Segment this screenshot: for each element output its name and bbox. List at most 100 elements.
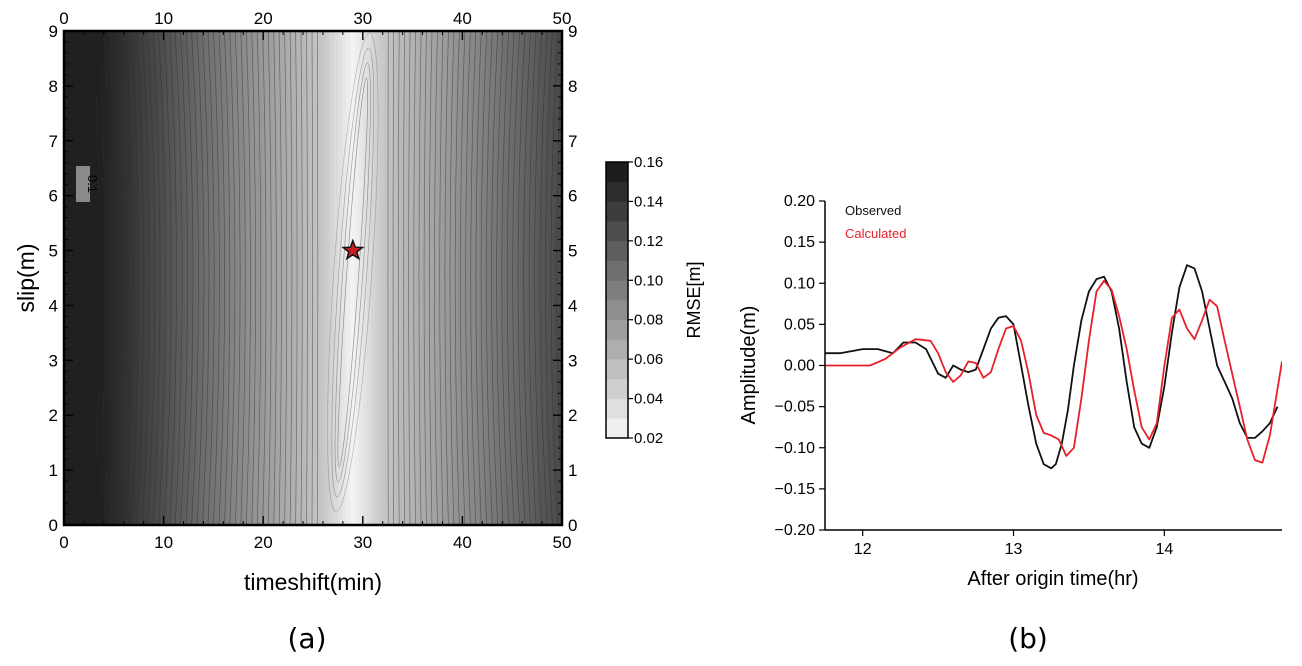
contour-line bbox=[169, 31, 177, 525]
y-tick-label: 3 bbox=[49, 351, 58, 370]
heatmap-cell bbox=[192, 31, 198, 525]
colorbar-band bbox=[606, 418, 628, 439]
heatmap-cell bbox=[333, 31, 339, 525]
y-tick-label-b: 0.20 bbox=[784, 193, 815, 210]
heatmap-cell bbox=[371, 31, 376, 525]
heatmap-cell bbox=[350, 31, 356, 525]
heatmap-cell bbox=[238, 31, 244, 525]
contour-line bbox=[92, 31, 101, 525]
contour-line bbox=[501, 31, 510, 525]
contour-line bbox=[284, 31, 288, 525]
contour-line bbox=[163, 31, 172, 525]
heatmap-cell bbox=[313, 31, 318, 525]
y-tick-label: 6 bbox=[49, 187, 58, 206]
contour-label-group: 0.1 bbox=[76, 166, 100, 202]
contour-line bbox=[327, 32, 379, 513]
y-tick-label-b: −0.15 bbox=[775, 481, 816, 498]
contour-line bbox=[428, 31, 433, 525]
x-tick-label-top: 20 bbox=[254, 9, 273, 28]
colorbar-band bbox=[606, 162, 628, 183]
heatmap-cell bbox=[64, 31, 69, 525]
heatmap-cell bbox=[184, 31, 190, 525]
heatmap-cell bbox=[516, 31, 522, 525]
y-tick-label-right: 2 bbox=[568, 406, 577, 425]
x-tick-label-top: 10 bbox=[154, 9, 173, 28]
heatmap-cell bbox=[524, 31, 530, 525]
y-tick-label: 5 bbox=[49, 242, 58, 261]
heatmap-cell bbox=[176, 31, 181, 525]
contour-line bbox=[103, 31, 112, 525]
heatmap-cell bbox=[109, 31, 115, 525]
contour-line bbox=[444, 31, 449, 525]
heatmap-cell bbox=[321, 31, 327, 525]
heatmap-cell bbox=[308, 31, 314, 525]
x-tick-label: 10 bbox=[154, 533, 173, 552]
contour-line bbox=[202, 31, 210, 525]
heatmap-cell bbox=[317, 31, 322, 525]
contour-line bbox=[207, 31, 215, 525]
legend-observed: Observed bbox=[845, 203, 901, 218]
colorbar-tick-label: 0.08 bbox=[634, 312, 663, 329]
colorbar-tick-label: 0.12 bbox=[634, 233, 663, 250]
y-tick-label-right: 5 bbox=[568, 242, 577, 261]
colorbar-band bbox=[606, 359, 628, 380]
contour-line bbox=[413, 31, 416, 525]
heatmap-cell bbox=[93, 31, 98, 525]
heatmap-cell bbox=[163, 31, 169, 525]
colorbar-ticks: 0.02 0.04 0.06 0.08 0.10 0.12 0.14 0.16 bbox=[628, 154, 663, 447]
contour-line bbox=[273, 31, 277, 525]
heatmap-cell bbox=[159, 31, 165, 525]
heatmap-cell bbox=[491, 31, 497, 525]
heatmap-cell bbox=[387, 31, 393, 525]
heatmap-cell bbox=[263, 31, 268, 525]
y-axis-label-b: Amplitude(m) bbox=[738, 306, 760, 425]
colorbar-tick-label: 0.02 bbox=[634, 430, 663, 447]
heatmap-cell bbox=[171, 31, 177, 525]
heatmap-cell bbox=[151, 31, 156, 525]
heatmap-cell bbox=[557, 31, 562, 525]
heatmap-cell bbox=[84, 31, 90, 525]
heatmap-cell bbox=[508, 31, 513, 525]
contour-line bbox=[408, 31, 411, 525]
y-tick-label-b: 0.05 bbox=[784, 316, 815, 333]
series-line-calculated bbox=[825, 279, 1282, 464]
contour-line bbox=[392, 31, 395, 525]
colorbar-tick-label: 0.16 bbox=[634, 154, 663, 171]
contour-line bbox=[331, 47, 375, 498]
heatmap-cell bbox=[325, 31, 331, 525]
contour-line bbox=[213, 31, 220, 525]
heatmap-cell bbox=[462, 31, 468, 525]
series-line-observed bbox=[825, 264, 1279, 470]
heatmap-field bbox=[64, 31, 596, 525]
colorbar-band bbox=[606, 240, 628, 261]
heatmap-cell bbox=[532, 31, 538, 525]
colorbar-bands bbox=[606, 162, 628, 439]
contour-line bbox=[262, 31, 267, 525]
contour-line bbox=[434, 31, 438, 525]
colorbar-tick-label: 0.10 bbox=[634, 272, 663, 289]
colorbar-band bbox=[606, 339, 628, 360]
colorbar-band bbox=[606, 378, 628, 399]
y-tick-label-b: −0.20 bbox=[775, 522, 816, 539]
heatmap-cell bbox=[134, 31, 140, 525]
heatmap-cell bbox=[122, 31, 127, 525]
x-tick-label-top: 30 bbox=[353, 9, 372, 28]
contour-line bbox=[174, 31, 183, 525]
colorbar-band bbox=[606, 181, 628, 202]
contour-line bbox=[245, 31, 251, 525]
x-tick-label-b: 13 bbox=[1005, 541, 1023, 558]
heatmap-cell bbox=[545, 31, 551, 525]
heatmap-cell bbox=[400, 31, 405, 525]
heatmap-cell bbox=[487, 31, 493, 525]
contour-line bbox=[589, 31, 596, 525]
colorbar-label: RMSE[m] bbox=[684, 261, 704, 338]
x-tick-label: 30 bbox=[353, 533, 372, 552]
x-axis-label-a: timeshift(min) bbox=[244, 569, 382, 595]
y-tick-label: 8 bbox=[49, 77, 58, 96]
x-tick-label: 50 bbox=[553, 533, 572, 552]
y-tick-label-b: −0.10 bbox=[775, 440, 816, 457]
heatmap-cell bbox=[470, 31, 476, 525]
contour-line bbox=[397, 31, 400, 525]
heatmap-cell bbox=[126, 31, 131, 525]
